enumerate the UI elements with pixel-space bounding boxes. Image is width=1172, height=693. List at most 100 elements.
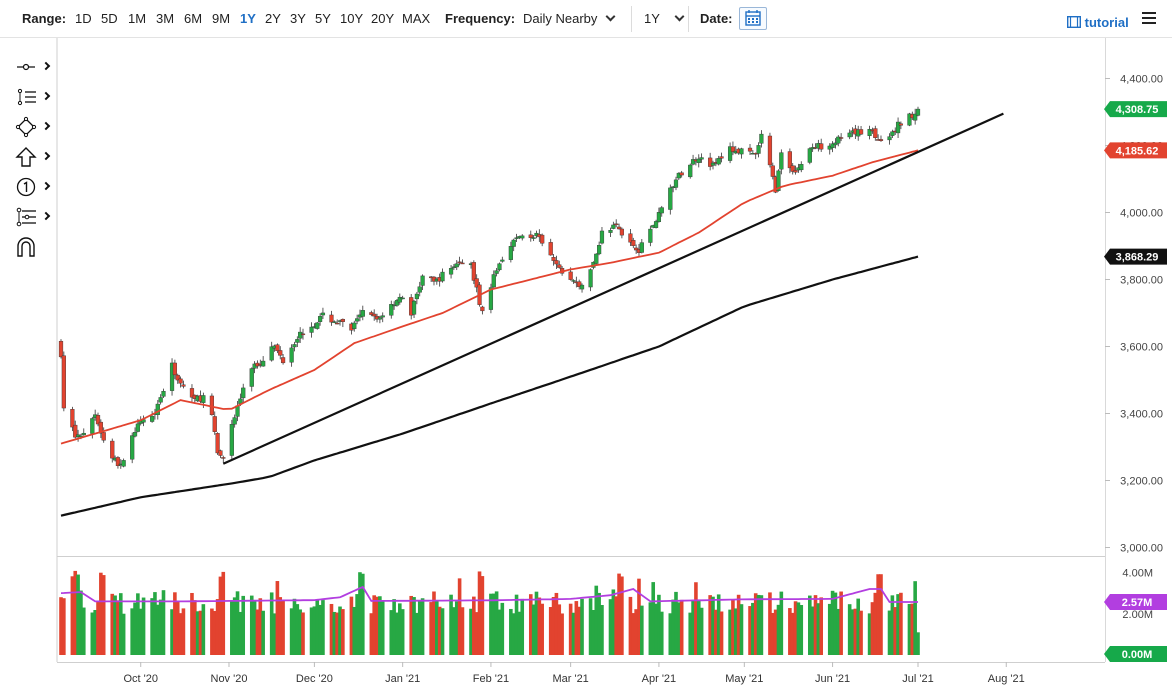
- candle-body: [417, 286, 422, 293]
- candle-body: [833, 142, 838, 146]
- volume-bar: [571, 612, 576, 655]
- volume-bar: [748, 606, 752, 655]
- candle-body: [90, 418, 95, 434]
- volume-bar: [679, 599, 684, 655]
- range-6m-button[interactable]: 6M: [184, 11, 203, 26]
- range-3m-button[interactable]: 3M: [156, 11, 175, 26]
- volume-bar: [591, 609, 596, 655]
- volume-bar: [511, 613, 516, 655]
- volume-bar: [332, 611, 337, 655]
- range-2y-button[interactable]: 2Y: [265, 11, 281, 26]
- candle-body: [317, 316, 323, 322]
- candle-body: [531, 237, 536, 239]
- volume-bar: [355, 594, 359, 655]
- shape-tool[interactable]: [14, 116, 54, 138]
- frequency-select[interactable]: Daily Nearby: [523, 11, 616, 26]
- volume-bar: [380, 600, 385, 655]
- candle-body: [514, 237, 519, 239]
- volume-last-badge-text: 0.00M: [1122, 649, 1153, 661]
- volume-bar: [420, 598, 425, 655]
- volume-bar: [480, 576, 485, 655]
- range-5y-button[interactable]: 5Y: [315, 11, 331, 26]
- volume-bar: [611, 589, 616, 655]
- volume-bar: [580, 598, 584, 655]
- range-1m-button[interactable]: 1M: [128, 11, 147, 26]
- magnet-tool[interactable]: [14, 236, 54, 258]
- candle-body: [659, 207, 664, 214]
- volume-bar: [773, 609, 778, 655]
- volume-bar: [768, 592, 772, 655]
- volume-bar: [255, 609, 260, 655]
- candle-body: [597, 245, 602, 255]
- menu-icon[interactable]: [1142, 12, 1156, 25]
- candle-body: [460, 262, 465, 265]
- volume-bar: [454, 601, 459, 655]
- candle-body: [309, 326, 314, 333]
- list-tool[interactable]: [14, 86, 54, 108]
- volume-bar: [620, 576, 624, 655]
- volume-bar: [158, 599, 163, 655]
- volume-bar: [292, 598, 297, 655]
- candle-body: [579, 284, 585, 290]
- volume-tick-label: 4.00M: [1122, 568, 1153, 580]
- candle-body: [161, 391, 166, 397]
- candle-body: [747, 147, 753, 152]
- candle-body: [212, 416, 217, 432]
- volume-bar: [261, 610, 265, 655]
- volume-bar: [435, 600, 439, 655]
- arrow-tool[interactable]: [14, 146, 54, 168]
- volume-bar: [133, 602, 137, 655]
- candle-body: [878, 139, 884, 141]
- volume-bar: [241, 595, 246, 655]
- range-5d-button[interactable]: 5D: [101, 11, 118, 26]
- candle-body: [298, 331, 303, 339]
- range-1y-button[interactable]: 1Y: [240, 11, 256, 26]
- branch-tool[interactable]: [14, 206, 54, 228]
- volume-bar: [907, 603, 912, 655]
- candle-body: [420, 275, 425, 286]
- volume-bar: [640, 605, 644, 655]
- candle-body: [474, 278, 479, 288]
- crosshair-tool[interactable]: [14, 56, 54, 78]
- candle-body: [289, 347, 294, 363]
- range-max-button[interactable]: MAX: [402, 11, 431, 26]
- number-marker-tool[interactable]: [14, 176, 54, 198]
- magnet-icon: [17, 237, 35, 257]
- volume-bar: [776, 604, 781, 655]
- range-9m-button[interactable]: 9M: [212, 11, 231, 26]
- last-price-badge-text: 4,308.75: [1116, 104, 1159, 116]
- candle-body: [557, 264, 562, 268]
- range-20y-button[interactable]: 20Y: [371, 11, 395, 26]
- volume-bar: [409, 595, 414, 655]
- volume-bar: [489, 593, 493, 655]
- date-label: Date:: [700, 11, 733, 26]
- volume-bar: [688, 612, 693, 655]
- candle-body: [355, 318, 360, 322]
- tutorial-link[interactable]: tutorial: [1066, 15, 1129, 30]
- candle-body: [101, 432, 106, 441]
- range-1d-button[interactable]: 1D: [75, 11, 92, 26]
- candle-body: [548, 242, 553, 256]
- candle-body: [400, 297, 405, 300]
- candle-body: [332, 321, 337, 323]
- candle-body: [110, 440, 115, 459]
- price-tick-label: 3,400.00: [1120, 409, 1163, 421]
- range-3y-button[interactable]: 3Y: [290, 11, 306, 26]
- candle-body: [793, 170, 798, 173]
- volume-bar: [81, 607, 86, 655]
- volume-bar: [876, 574, 880, 655]
- calendar-button[interactable]: [739, 7, 767, 30]
- ma200-badge-text: 3,868.29: [1116, 252, 1159, 264]
- range-10y-button[interactable]: 10Y: [340, 11, 364, 26]
- candle-body: [696, 158, 701, 163]
- volume-bar: [437, 606, 442, 655]
- volume-bar: [554, 592, 559, 655]
- toolbar: Range: 1D 5D 1M 3M 6M 9M 1Y 2Y 3Y 5Y 10Y…: [0, 0, 1172, 38]
- candle-body: [130, 435, 135, 460]
- period-select[interactable]: 1Y: [644, 11, 685, 26]
- candle-body: [497, 263, 502, 271]
- volume-bar: [659, 611, 664, 655]
- price-tick-label: 3,200.00: [1120, 476, 1163, 488]
- candle-body: [873, 128, 878, 138]
